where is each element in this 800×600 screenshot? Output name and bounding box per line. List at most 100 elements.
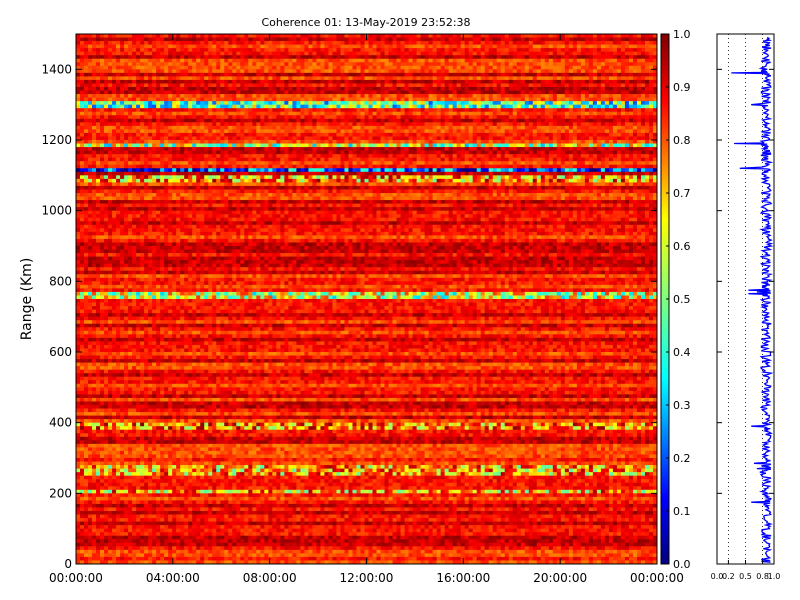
heatmap-cell	[316, 140, 321, 144]
heatmap-cell	[380, 147, 385, 151]
heatmap-cell	[364, 79, 369, 84]
heatmap-cell	[184, 51, 189, 56]
heatmap-cell	[360, 132, 365, 137]
heatmap-cell	[556, 136, 562, 141]
heatmap-cell	[468, 34, 474, 38]
heatmap-cell	[460, 147, 466, 151]
heatmap-cell	[640, 150, 646, 155]
heatmap-cell	[628, 55, 634, 60]
heatmap-cell	[424, 118, 430, 123]
heatmap-cell	[552, 90, 558, 95]
heatmap-cell	[304, 58, 309, 63]
heatmap-cell	[644, 41, 650, 45]
heatmap-cell	[532, 83, 538, 88]
heatmap-cell	[392, 94, 397, 98]
heatmap-cell	[144, 94, 149, 98]
heatmap-cell	[616, 48, 622, 53]
heatmap-cell	[396, 55, 401, 60]
heatmap-cell	[196, 44, 201, 49]
heatmap-cell	[456, 90, 462, 95]
heatmap-cell	[260, 150, 265, 155]
heatmap-cell	[496, 48, 502, 53]
heatmap-cell	[152, 44, 157, 49]
heatmap-cell	[180, 143, 185, 148]
heatmap-cell	[216, 111, 221, 116]
heatmap-cell	[592, 136, 598, 141]
heatmap-cell	[296, 76, 301, 81]
heatmap-cell	[108, 72, 113, 77]
heatmap-cell	[80, 154, 85, 159]
heatmap-cell	[124, 41, 129, 45]
heatmap-cell	[564, 76, 570, 81]
heatmap-cell	[592, 147, 598, 151]
heatmap-cell	[624, 55, 630, 60]
heatmap-cell	[308, 37, 313, 42]
heatmap-cell	[552, 143, 558, 148]
heatmap-cell	[88, 65, 93, 70]
heatmap-cell	[300, 97, 305, 102]
heatmap-cell	[432, 76, 438, 81]
heatmap-cell	[236, 48, 241, 53]
heatmap-cell	[260, 132, 265, 137]
heatmap-cell	[348, 41, 353, 45]
heatmap-cell	[192, 34, 197, 38]
heatmap-cell	[188, 101, 193, 106]
heatmap-cell	[392, 58, 397, 63]
heatmap-cell	[192, 122, 197, 127]
heatmap-cell	[228, 58, 233, 63]
heatmap-cell	[476, 41, 482, 45]
heatmap-cell	[108, 147, 113, 151]
heatmap-cell	[388, 87, 393, 91]
heatmap-cell	[272, 44, 277, 49]
heatmap-cell	[320, 125, 325, 130]
heatmap-cell	[184, 72, 189, 77]
heatmap-cell	[208, 58, 213, 63]
heatmap-cell	[100, 115, 105, 120]
heatmap-cell	[372, 101, 377, 106]
heatmap-cell	[200, 108, 205, 113]
heatmap-cell	[380, 143, 385, 148]
heatmap-cell	[332, 132, 337, 137]
heatmap-cell	[296, 97, 301, 102]
heatmap-cell	[132, 154, 137, 159]
heatmap-cell	[224, 108, 229, 113]
heatmap-cell	[176, 76, 181, 81]
heatmap-cell	[176, 101, 181, 106]
heatmap-cell	[276, 76, 281, 81]
heatmap-cell	[448, 51, 454, 56]
heatmap-cell	[268, 72, 273, 77]
heatmap-cell	[536, 136, 542, 141]
heatmap-cell	[568, 111, 574, 116]
heatmap-cell	[560, 115, 566, 120]
heatmap-cell	[112, 55, 117, 60]
heatmap-cell	[188, 132, 193, 137]
heatmap-cell	[440, 76, 446, 81]
heatmap-cell	[496, 87, 502, 91]
heatmap-cell	[452, 34, 458, 38]
heatmap-cell	[448, 87, 454, 91]
heatmap-cell	[116, 79, 121, 84]
heatmap-cell	[136, 69, 141, 74]
heatmap-cell	[360, 118, 365, 123]
heatmap-cell	[236, 87, 241, 91]
heatmap-cell	[556, 58, 562, 63]
heatmap-cell	[500, 136, 506, 141]
heatmap-cell	[340, 55, 345, 60]
heatmap-cell	[584, 140, 590, 144]
heatmap-cell	[396, 115, 401, 120]
heatmap-cell	[268, 76, 273, 81]
heatmap-cell	[636, 41, 642, 45]
heatmap-cell	[288, 94, 293, 98]
heatmap-cell	[304, 94, 309, 98]
heatmap-cell	[228, 34, 233, 38]
heatmap-cell	[488, 136, 494, 141]
heatmap-cell	[576, 41, 582, 45]
heatmap-cell	[632, 147, 638, 151]
heatmap-cell	[112, 48, 117, 53]
heatmap-cell	[176, 41, 181, 45]
heatmap-cell	[424, 69, 430, 74]
heatmap-cell	[340, 132, 345, 137]
heatmap-cell	[364, 136, 369, 141]
heatmap-cell	[392, 115, 397, 120]
heatmap-cell	[192, 129, 197, 134]
